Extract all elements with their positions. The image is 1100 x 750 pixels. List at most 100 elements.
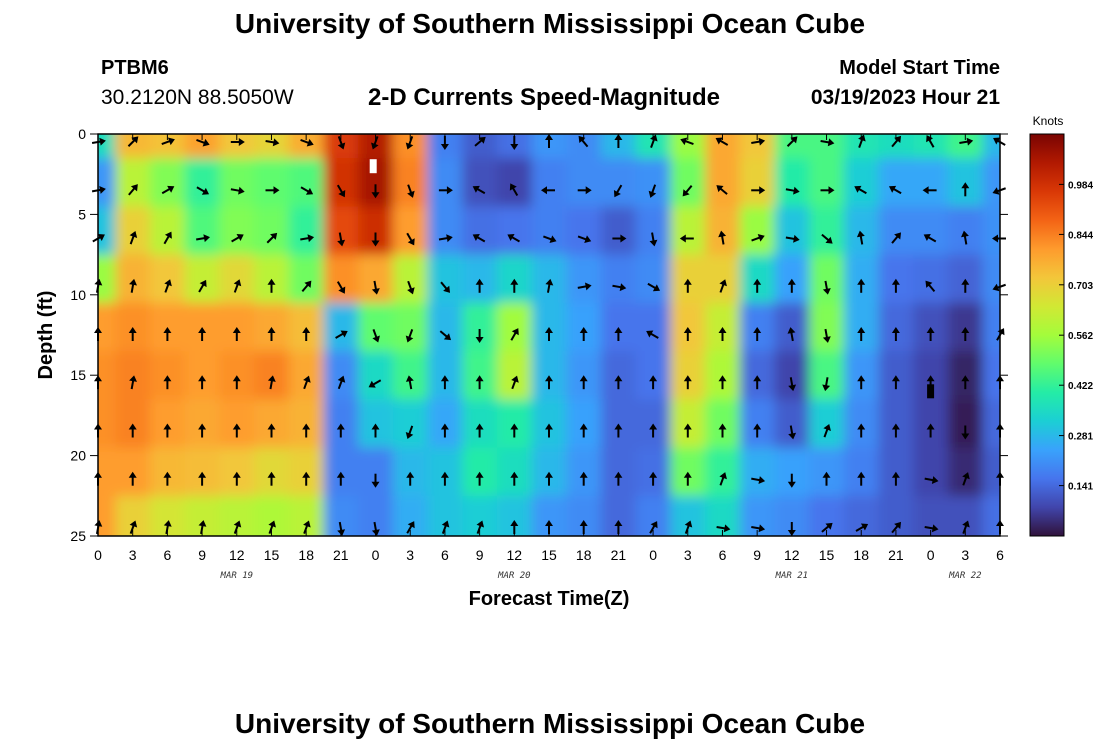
heatmap-cell	[601, 399, 637, 449]
current-arrow	[128, 327, 137, 341]
heatmap-cell	[809, 399, 845, 449]
y-axis-title: Depth (ft)	[35, 291, 57, 380]
current-arrow	[751, 234, 765, 242]
x-tick-label: 21	[611, 547, 627, 563]
x-tick-label: 0	[927, 547, 935, 563]
model-start-label: Model Start Time	[839, 57, 1000, 79]
current-arrow	[577, 186, 592, 195]
current-arrow	[232, 471, 241, 486]
current-arrow	[232, 375, 241, 390]
heatmap-cell	[774, 158, 810, 208]
current-arrow	[961, 182, 970, 197]
current-arrow	[475, 278, 484, 293]
current-arrow	[265, 138, 280, 147]
heatmap-cell	[254, 399, 290, 449]
current-arrow	[992, 187, 1006, 195]
current-arrow	[579, 327, 588, 341]
heatmap-cell	[98, 399, 117, 449]
heatmap-cell	[878, 134, 915, 159]
current-arrow	[649, 521, 658, 534]
current-arrow	[785, 186, 800, 195]
heatmap-cell	[843, 302, 880, 352]
y-tick-label: 0	[78, 126, 86, 142]
heatmap-cell	[497, 351, 533, 401]
heatmap-cell	[98, 447, 117, 497]
heatmap-cell	[427, 399, 464, 449]
heatmap-cell	[323, 158, 359, 208]
heatmap-cell	[358, 206, 394, 256]
current-arrow	[406, 521, 415, 534]
colorbar-tick-label: 0.844	[1068, 230, 1093, 241]
current-arrow	[926, 423, 935, 438]
current-arrow	[405, 136, 414, 150]
current-arrow	[407, 184, 415, 198]
current-arrow	[265, 186, 280, 195]
heatmap-cell	[288, 206, 325, 256]
current-arrow	[509, 183, 519, 196]
heatmap-cell	[982, 447, 1000, 497]
heatmap-cell	[809, 302, 845, 352]
current-arrow	[230, 186, 245, 195]
current-arrow	[198, 327, 207, 341]
heatmap-cell	[427, 351, 464, 401]
heatmap-cell	[497, 399, 533, 449]
current-arrow	[856, 230, 865, 245]
heatmap-cell	[739, 158, 776, 208]
current-arrow	[718, 423, 727, 438]
current-arrow	[719, 279, 727, 293]
heatmap-cell	[184, 254, 221, 304]
current-arrow	[857, 471, 866, 486]
heatmap-cell	[948, 399, 984, 449]
current-arrow	[371, 232, 380, 247]
heatmap-cell	[566, 399, 602, 449]
current-arrow	[962, 472, 970, 486]
current-arrow	[891, 375, 900, 390]
current-arrow	[472, 234, 486, 243]
current-arrow	[438, 186, 453, 195]
current-arrow	[614, 327, 623, 341]
heatmap-cell	[115, 206, 151, 256]
heatmap-cell	[913, 206, 949, 256]
heatmap-cell	[323, 254, 359, 304]
heatmap-cell	[497, 158, 533, 208]
current-arrow	[407, 280, 415, 295]
heatmap-cell	[288, 447, 325, 497]
colorbar-tick-label: 0.281	[1068, 432, 1093, 443]
x-tick-label: 0	[94, 547, 102, 563]
heatmap-cell	[705, 447, 741, 497]
x-tick-label: 6	[719, 547, 727, 563]
x-axis-title: Forecast Time(Z)	[469, 588, 630, 610]
x-tick-label: 15	[541, 547, 557, 563]
heatmap-cell	[878, 351, 915, 401]
current-arrow	[716, 524, 731, 533]
current-arrow	[336, 184, 346, 198]
heatmap-cell	[98, 206, 117, 256]
heatmap-cell	[913, 495, 949, 536]
current-arrow	[993, 137, 1006, 146]
current-arrow	[128, 423, 137, 438]
current-arrow	[302, 471, 311, 486]
current-arrow	[751, 476, 766, 484]
current-arrow	[822, 280, 831, 295]
current-arrow	[753, 278, 762, 293]
current-arrow	[198, 520, 207, 535]
heatmap-cell	[219, 447, 255, 497]
heatmap-cell	[670, 206, 706, 256]
current-arrow	[822, 328, 831, 343]
heatmap-cell	[98, 351, 117, 401]
current-arrow	[337, 136, 346, 150]
heatmap-cell	[462, 206, 498, 256]
heatmap-cell	[392, 399, 429, 449]
heatmap-cell	[358, 254, 394, 304]
current-arrow	[579, 471, 588, 486]
current-arrow	[648, 184, 657, 198]
current-arrow	[822, 377, 831, 392]
current-arrow	[820, 138, 835, 147]
heatmap-cell	[358, 447, 394, 497]
heatmap-cell	[982, 206, 1000, 256]
current-arrow	[857, 327, 866, 341]
x-tick-label: 12	[229, 547, 245, 563]
heatmap-cell	[497, 206, 533, 256]
heatmap-cell	[774, 134, 810, 159]
current-arrow	[891, 232, 902, 244]
